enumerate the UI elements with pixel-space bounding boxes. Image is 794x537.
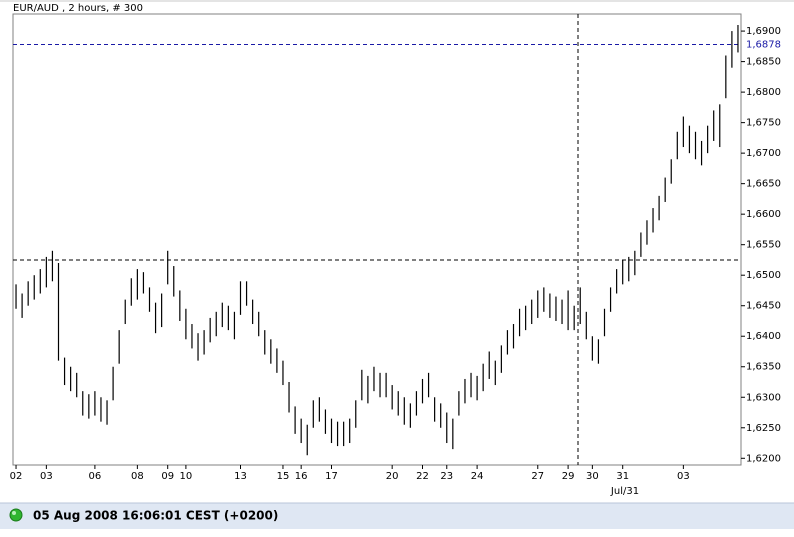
x-tick-label: 10	[180, 471, 193, 482]
y-tick-label: 1,6300	[746, 392, 781, 403]
y-tick-label: 1,6750	[746, 118, 781, 129]
chart-title: EUR/AUD , 2 hours, # 300	[13, 3, 143, 14]
x-tick-label: 24	[471, 471, 484, 482]
x-tick-label: 15	[277, 471, 290, 482]
x-tick-label: 27	[531, 471, 544, 482]
plot-frame	[12, 13, 742, 466]
y-tick-label: 1,6500	[746, 270, 781, 281]
status-indicator	[9, 508, 23, 522]
y-tick-label: 1,6600	[746, 209, 781, 220]
x-tick-label: 02	[10, 471, 23, 482]
y-tick-label: 1,6650	[746, 179, 781, 190]
reference-label-bg	[744, 38, 794, 51]
x-tick-label: 22	[416, 471, 429, 482]
status-bar	[0, 503, 794, 529]
y-tick-label: 1,6700	[746, 148, 781, 159]
y-tick-label: 1,6400	[746, 331, 781, 342]
reference-label: 1,6878	[746, 40, 781, 51]
x-tick-label: 03	[40, 471, 53, 482]
y-tick-label: 1,6350	[746, 362, 781, 373]
x-tick-label: 23	[440, 471, 453, 482]
x-tick-label: 06	[89, 471, 102, 482]
y-tick-label: 1,6850	[746, 57, 781, 68]
x-tick-label: 08	[131, 471, 144, 482]
status-text: 05 Aug 2008 16:06:01 CEST (+0200)	[33, 509, 278, 523]
x-tick-label: 31	[616, 471, 629, 482]
y-tick-label: 1,6250	[746, 423, 781, 434]
x-tick-label: 16	[295, 471, 308, 482]
y-tick-label: 1,6900	[746, 26, 781, 37]
period-label: Jul/31	[610, 486, 639, 497]
x-tick-label: 30	[586, 471, 599, 482]
x-tick-label: 03	[677, 471, 690, 482]
x-tick-label: 13	[234, 471, 247, 482]
y-tick-label: 1,6550	[746, 240, 781, 251]
x-tick-label: 20	[386, 471, 399, 482]
x-tick-label: 17	[325, 471, 338, 482]
x-tick-label: 29	[562, 471, 575, 482]
status-indicator-highlight	[12, 511, 16, 515]
x-tick-label: 09	[161, 471, 174, 482]
y-tick-label: 1,6800	[746, 87, 781, 98]
y-tick-label: 1,6450	[746, 301, 781, 312]
y-tick-label: 1,6200	[746, 453, 781, 464]
